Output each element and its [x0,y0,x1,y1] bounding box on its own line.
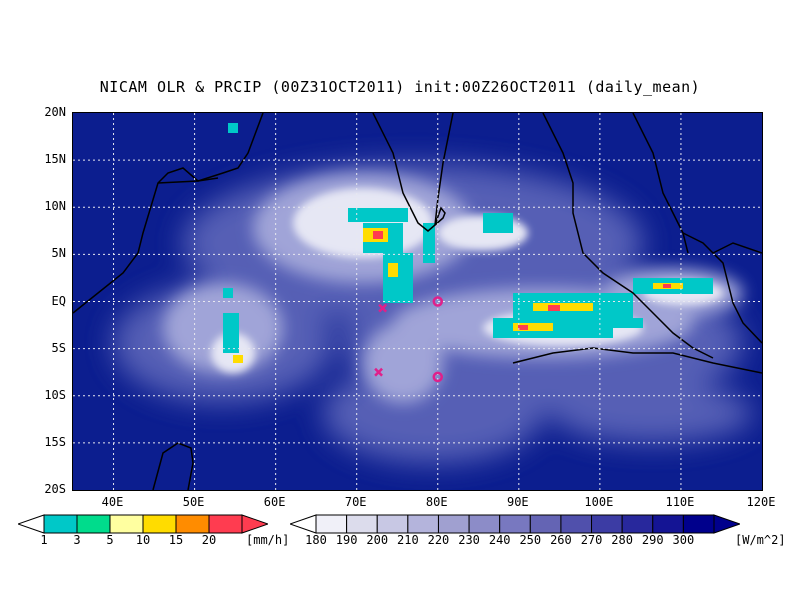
precip-unit: [mm/h] [246,533,290,547]
colorbar-swatch [43,514,78,534]
precip-colorbar [16,514,270,534]
colorbar-high-extension [241,514,270,534]
colorbar-tick-label: 300 [672,533,695,547]
colorbar-tick-label: 230 [458,533,480,547]
storm-circle-marker [432,296,444,307]
colorbar-tick-label: 280 [611,533,633,547]
olr-colorbar [288,514,742,534]
colorbar-tick-label: 290 [641,533,664,547]
colorbar-swatch [468,514,501,534]
colorbar-swatch [499,514,531,534]
colorbar-swatch [652,514,684,534]
colorbar-tick-label: 3 [73,533,81,547]
lon-tick-label: 60E [263,495,286,509]
storm-x-marker [378,303,388,313]
colorbar-swatch [407,514,439,534]
coastlines [73,113,762,490]
storm-x-marker [374,367,383,377]
storm-markers [374,296,444,383]
colorbar-swatch [346,514,378,534]
colorbar-swatch [208,514,243,534]
lon-tick-label: 50E [182,495,205,509]
lon-tick-label: 120E [746,495,776,509]
colorbar-low-extension [288,514,317,534]
colorbar-swatch [76,514,111,534]
lon-tick-label: 80E [425,495,448,509]
lat-tick-label: 10S [44,387,66,402]
colorbar-swatch [376,514,409,534]
colorbar-swatch [591,514,623,534]
map-plot [72,112,763,491]
lon-tick-label: 100E [584,495,614,509]
colorbar-tick-label: 240 [488,533,511,547]
lat-tick-label: 20S [44,482,66,496]
colorbar-tick-label: 1 [40,533,48,547]
colorbar-swatch [315,514,348,534]
lon-tick-label: 40E [101,495,124,509]
storm-circle-marker [432,371,444,383]
olr-unit: [W/m^2] [735,533,786,547]
colorbar-tick-label: 200 [366,533,389,547]
lon-tick-label: 70E [344,495,367,509]
colorbar-tick-label: 20 [201,533,217,547]
colorbar-swatch [437,514,470,534]
precip-patches [223,123,713,363]
colorbar-swatch [142,514,177,534]
colorbar-tick-label: 15 [168,533,184,547]
colorbar-swatch [529,514,562,534]
colorbar-tick-label: 190 [335,533,358,547]
colorbar-swatch [682,514,715,534]
lat-tick-label: 5N [51,246,66,261]
colorbar-swatch [175,514,210,534]
lat-tick-label: 10N [44,199,66,214]
colorbar-tick-label: 210 [397,533,419,547]
colorbar-tick-label: 270 [580,533,603,547]
lat-tick-label: 15N [44,152,66,167]
colorbar-swatch [109,514,144,534]
map-title: NICAM OLR & PRCIP (00Z31OCT2011) init:00… [99,78,701,96]
lon-tick-label: 90E [506,495,529,509]
colorbar-tick-label: 180 [305,533,327,547]
colorbar-swatch [560,514,593,534]
lat-tick-label: EQ [51,293,66,308]
colorbar-swatch [621,514,654,534]
colorbar-tick-label: 5 [106,533,114,547]
lat-tick-label: 15S [44,434,66,449]
colorbar-low-extension [16,514,45,534]
colorbar-tick-label: 10 [135,533,151,547]
lon-tick-label: 110E [665,495,695,509]
lat-tick-label: 20N [44,105,66,119]
colorbar-tick-label: 260 [550,533,572,547]
colorbar-high-extension [713,514,742,534]
colorbar-tick-label: 250 [519,533,542,547]
lat-tick-label: 5S [51,340,66,355]
colorbar-tick-label: 220 [427,533,450,547]
